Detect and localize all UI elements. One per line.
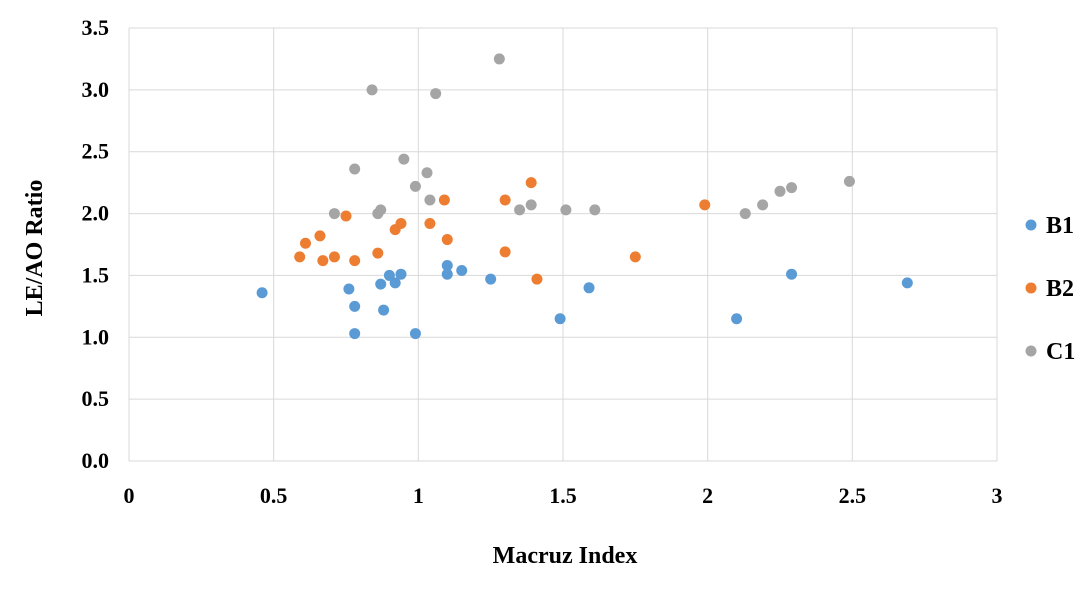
legend-marker-b2 <box>1025 282 1037 294</box>
legend-label-b2: B2 <box>1046 276 1074 302</box>
data-point-b2 <box>525 177 537 189</box>
data-point-c1 <box>774 185 786 197</box>
data-point-b2 <box>294 251 306 263</box>
y-tick-label: 3.0 <box>82 77 110 102</box>
data-point-b2 <box>314 230 326 242</box>
data-point-b1 <box>349 328 361 340</box>
data-point-b1 <box>395 268 407 280</box>
data-point-b1 <box>583 282 595 294</box>
data-point-b1 <box>731 313 743 325</box>
data-point-b2 <box>699 199 711 211</box>
data-point-c1 <box>493 53 505 65</box>
legend-label-c1: C1 <box>1046 339 1075 365</box>
x-tick-labels: 0 0.5 1 1.5 2 2.5 3 <box>124 483 1003 508</box>
x-tick-label: 1 <box>413 483 424 508</box>
data-point-c1 <box>349 163 361 175</box>
data-point-c1 <box>560 204 572 216</box>
data-point-b2 <box>328 251 340 263</box>
data-point-c1 <box>757 199 769 211</box>
y-tick-label: 1.0 <box>82 324 110 349</box>
x-tick-label: 0 <box>124 483 135 508</box>
y-tick-labels: 0.0 0.5 1.0 1.5 2.0 2.5 3.0 3.5 <box>82 15 110 473</box>
data-point-b1 <box>456 264 468 276</box>
data-point-c1 <box>375 204 387 216</box>
y-tick-label: 3.5 <box>82 15 110 40</box>
legend-marker-c1 <box>1025 345 1037 357</box>
data-points <box>256 53 913 340</box>
data-point-b1 <box>375 278 387 290</box>
data-point-c1 <box>366 84 378 96</box>
data-point-c1 <box>421 167 433 179</box>
data-point-c1 <box>786 182 798 194</box>
data-point-b1 <box>485 273 497 285</box>
y-tick-label: 1.5 <box>82 262 110 287</box>
data-point-c1 <box>328 208 340 220</box>
data-point-b1 <box>441 268 453 280</box>
x-axis-title: Macruz Index <box>493 543 638 569</box>
data-point-b2 <box>372 247 384 259</box>
gridlines <box>128 27 998 462</box>
data-point-b1 <box>349 300 361 312</box>
data-point-b1 <box>554 313 566 325</box>
data-point-b2 <box>395 217 407 229</box>
x-tick-label: 3 <box>992 483 1003 508</box>
data-point-b2 <box>499 246 511 258</box>
data-point-c1 <box>514 204 526 216</box>
data-point-b2 <box>340 210 352 222</box>
data-point-b1 <box>786 268 798 280</box>
x-tick-label: 1.5 <box>549 483 577 508</box>
x-tick-label: 0.5 <box>260 483 288 508</box>
data-point-b1 <box>441 260 453 272</box>
data-point-c1 <box>398 153 410 165</box>
legend: B1 B2 C1 <box>1025 213 1075 365</box>
data-point-b1 <box>409 328 421 340</box>
legend-marker-b1 <box>1025 219 1037 231</box>
data-point-c1 <box>409 180 421 192</box>
data-point-c1 <box>843 175 855 187</box>
data-point-b1 <box>901 277 913 289</box>
data-point-b2 <box>424 217 436 229</box>
y-tick-label: 2.0 <box>82 201 110 226</box>
data-point-c1 <box>430 88 442 100</box>
data-point-b2 <box>317 255 329 267</box>
data-point-b2 <box>441 234 453 246</box>
y-axis-title: LE/AO Ratio <box>22 180 48 317</box>
data-point-b1 <box>378 304 390 316</box>
data-point-b2 <box>299 237 311 249</box>
data-point-b2 <box>438 194 450 206</box>
data-point-b1 <box>389 277 401 289</box>
data-point-b1 <box>343 283 355 295</box>
data-point-b1 <box>383 269 395 281</box>
x-tick-label: 2 <box>702 483 713 508</box>
legend-label-b1: B1 <box>1046 213 1074 239</box>
x-tick-label: 2.5 <box>839 483 867 508</box>
y-tick-label: 0.5 <box>82 386 110 411</box>
y-tick-label: 0.0 <box>82 448 110 473</box>
data-point-b1 <box>256 287 268 299</box>
data-point-c1 <box>424 194 436 206</box>
data-point-c1 <box>589 204 601 216</box>
data-point-b2 <box>499 194 511 206</box>
data-point-c1 <box>525 199 537 211</box>
data-point-b2 <box>349 255 361 267</box>
data-point-b2 <box>629 251 641 263</box>
y-tick-label: 2.5 <box>82 139 110 164</box>
data-point-c1 <box>739 208 751 220</box>
data-point-b2 <box>531 273 543 285</box>
